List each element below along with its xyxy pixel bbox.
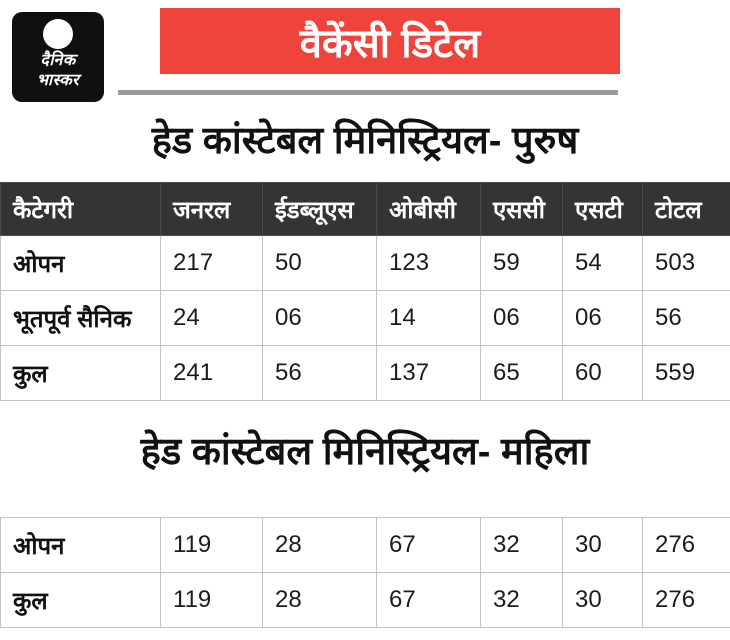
column-header: टोटल [642,182,730,236]
value-cell: 06 [262,290,377,346]
brand-name-line2: भास्कर [36,72,80,89]
value-cell: 60 [562,345,643,401]
value-cell: 06 [562,290,643,346]
category-cell: ओपन [0,517,161,573]
section-title-male: हेड कांस्टेबल मिनिस्ट्रियल- पुरुष [151,120,579,162]
value-cell: 30 [562,572,643,628]
value-cell: 28 [262,517,377,573]
table-row: कुल 119 28 67 32 30 276 [0,572,730,628]
value-cell: 56 [642,290,730,346]
value-cell: 14 [376,290,481,346]
table-row: कुल 241 56 137 65 60 559 [0,345,730,401]
table-header-row: कैटेगरी जनरल ईडब्लूएस ओबीसी एससी एसटी टो… [0,182,730,236]
sun-circle-icon [43,19,73,49]
value-cell: 65 [480,345,563,401]
table-row: भूतपूर्व सैनिक 24 06 14 06 06 56 [0,290,730,346]
value-cell: 276 [642,517,730,573]
value-cell: 59 [480,235,563,291]
brand-logo: दैनिक भास्कर [12,12,104,102]
value-cell: 217 [160,235,263,291]
value-cell: 24 [160,290,263,346]
value-cell: 119 [160,517,263,573]
column-header: ईडब्लूएस [262,182,377,236]
table-row: ओपन 217 50 123 59 54 503 [0,235,730,291]
value-cell: 06 [480,290,563,346]
column-header: ओबीसी [376,182,481,236]
category-cell: ओपन [0,235,161,291]
value-cell: 50 [262,235,377,291]
banner-underline [118,90,618,95]
value-cell: 67 [376,572,481,628]
value-cell: 123 [376,235,481,291]
value-cell: 28 [262,572,377,628]
vacancy-table-female: ओपन 119 28 67 32 30 276 कुल 119 28 67 32… [0,517,730,628]
value-cell: 559 [642,345,730,401]
value-cell: 32 [480,572,563,628]
value-cell: 503 [642,235,730,291]
brand-name-line1: दैनिक [40,52,76,69]
value-cell: 32 [480,517,563,573]
page-header: दैनिक भास्कर वैकेंसी डिटेल [0,0,730,108]
category-cell: कुल [0,345,161,401]
vacancy-table-male: कैटेगरी जनरल ईडब्लूएस ओबीसी एससी एसटी टो… [0,182,730,401]
value-cell: 119 [160,572,263,628]
value-cell: 137 [376,345,481,401]
section-title-female: हेड कांस्टेबल मिनिस्ट्रियल- महिला [140,431,590,473]
value-cell: 30 [562,517,643,573]
banner: वैकेंसी डिटेल [160,8,620,74]
column-header: एसटी [562,182,643,236]
table-row: ओपन 119 28 67 32 30 276 [0,517,730,573]
value-cell: 54 [562,235,643,291]
value-cell: 67 [376,517,481,573]
category-cell: भूतपूर्व सैनिक [0,290,161,346]
column-header: जनरल [160,182,263,236]
category-cell: कुल [0,572,161,628]
column-header: कैटेगरी [0,182,161,236]
banner-title: वैकेंसी डिटेल [299,21,481,66]
column-header: एससी [480,182,563,236]
value-cell: 241 [160,345,263,401]
value-cell: 56 [262,345,377,401]
value-cell: 276 [642,572,730,628]
